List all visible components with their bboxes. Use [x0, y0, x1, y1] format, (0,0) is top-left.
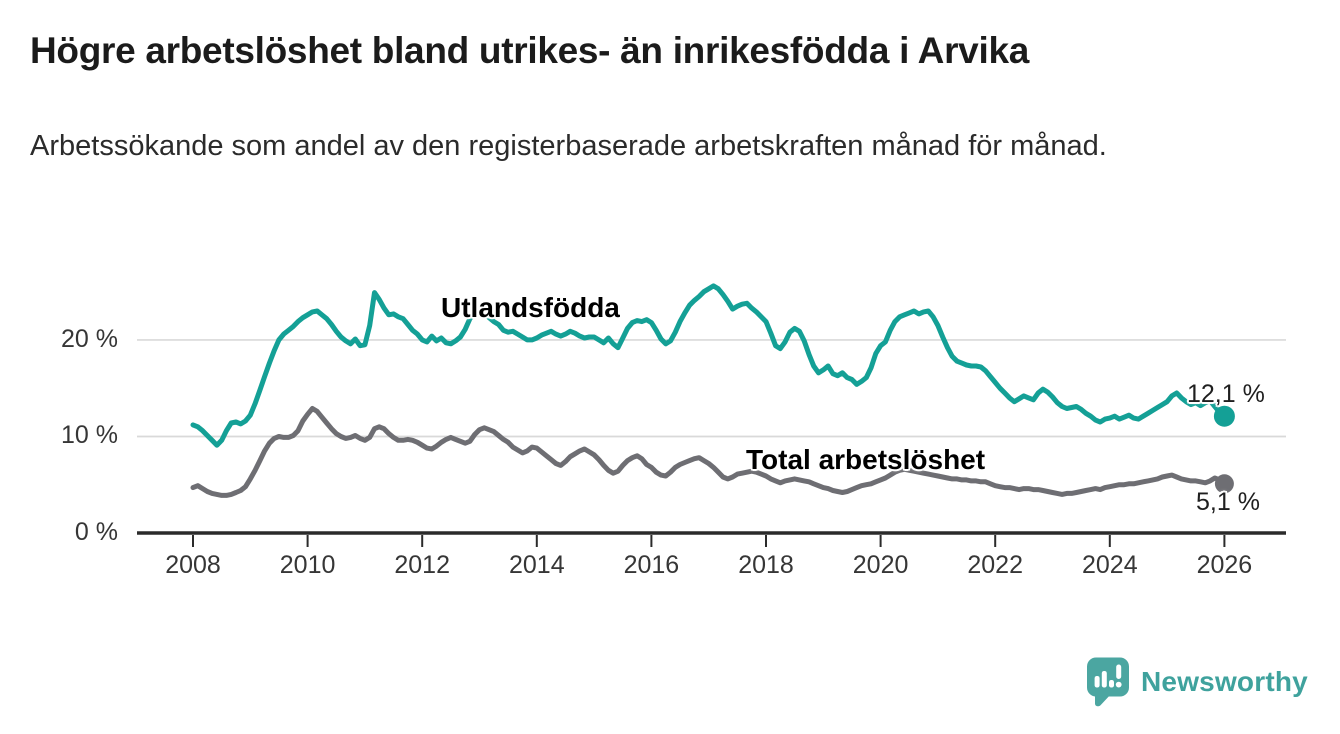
chart-subtitle: Arbetssökande som andel av den registerb…	[30, 130, 1107, 162]
end-value-label-total-arbetsloshet: 5,1 %	[1196, 488, 1260, 516]
end-value-label-utlandsfodda: 12,1 %	[1187, 380, 1265, 408]
end-dot-total-arbetsloshet	[1214, 474, 1234, 494]
newsworthy-logo: Newsworthy	[1086, 657, 1308, 707]
newsworthy-logo-icon	[1087, 657, 1129, 707]
series-line-utlandsfodda	[190, 283, 1227, 448]
newsworthy-logo-text: Newsworthy	[1141, 666, 1308, 697]
page-title: Högre arbetslöshet bland utrikes- än inr…	[30, 30, 1029, 71]
end-dot-utlandsfodda	[1213, 405, 1235, 427]
series-label-total-arbetsloshet: Total arbetslöshet	[746, 444, 986, 475]
series-line-total-arbetsloshet	[190, 406, 1227, 498]
series-label-utlandsfodda: Utlandsfödda	[441, 292, 620, 323]
